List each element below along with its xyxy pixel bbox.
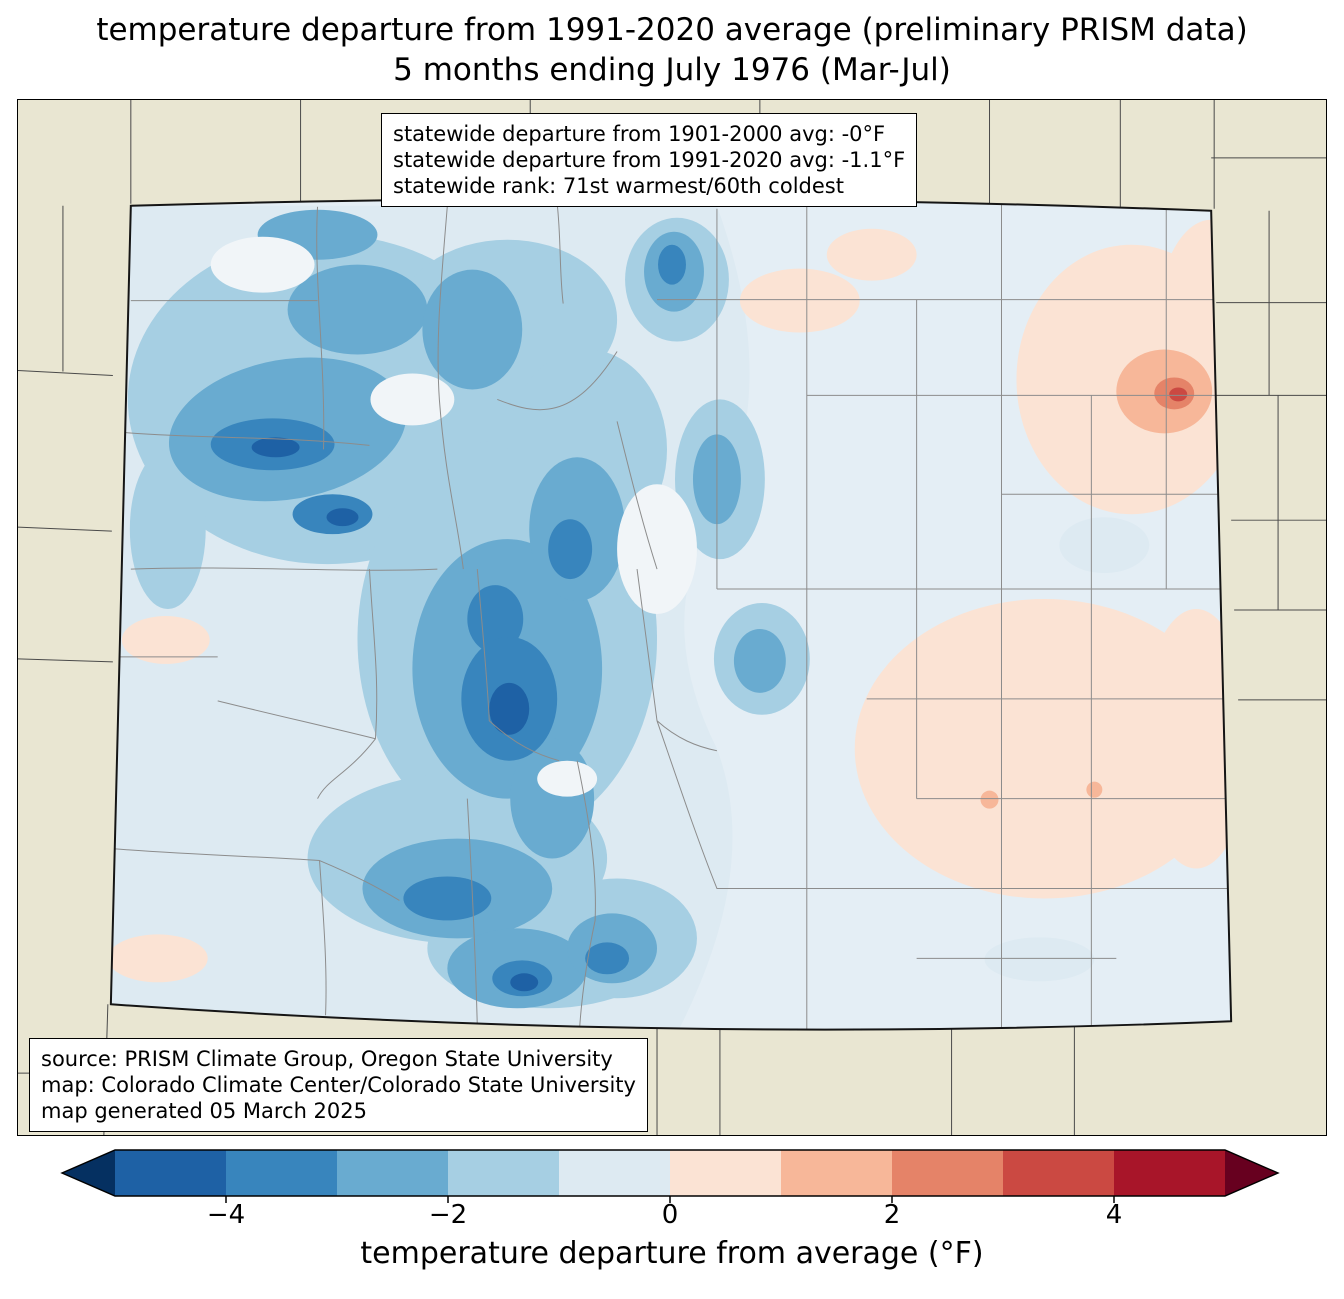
colorbar-right-arrow — [1225, 1150, 1278, 1196]
colorbar-tick-label: 4 — [1105, 1200, 1123, 1230]
colorbar-segment — [781, 1150, 893, 1196]
colorbar-segment — [670, 1150, 782, 1196]
stats-line-2: statewide departure from 1991-2020 avg: … — [393, 148, 906, 172]
source-line-2: map: Colorado Climate Center/Colorado St… — [41, 1073, 636, 1097]
source-line-1: source: PRISM Climate Group, Oregon Stat… — [41, 1047, 613, 1071]
colorbar-segment — [448, 1150, 560, 1196]
colorbar-segment — [337, 1150, 449, 1196]
title-line-2: 5 months ending July 1976 (Mar-Jul) — [393, 52, 951, 88]
county-boundaries — [110, 202, 1232, 1030]
colorbar-tick-label: −2 — [428, 1200, 468, 1230]
colorbar-segment — [892, 1150, 1004, 1196]
stats-line-1: statewide departure from 1901-2000 avg: … — [393, 122, 886, 146]
colorbar-tick-labels: −4 −2 0 2 4 — [0, 1200, 1344, 1234]
colorbar-axis-label: temperature departure from average (°F) — [360, 1236, 984, 1271]
temperature-anomaly-fills — [110, 205, 1232, 1030]
colorbar-segment — [1003, 1150, 1115, 1196]
source-attribution-box: source: PRISM Climate Group, Oregon Stat… — [29, 1038, 648, 1132]
colorbar-segment — [1114, 1150, 1226, 1196]
source-line-3: map generated 05 March 2025 — [41, 1099, 368, 1123]
figure-title: temperature departure from 1991-2020 ave… — [0, 10, 1344, 90]
colorbar-tick-label: 0 — [661, 1200, 679, 1230]
colorbar-outline — [60, 1149, 1280, 1197]
stats-line-3: statewide rank: 71st warmest/60th coldes… — [393, 174, 844, 198]
statewide-stats-box: statewide departure from 1901-2000 avg: … — [381, 113, 918, 207]
title-line-1: temperature departure from 1991-2020 ave… — [96, 12, 1248, 48]
colorbar-segment — [115, 1150, 227, 1196]
colorbar-tick-label: −4 — [206, 1200, 246, 1230]
colorbar — [60, 1149, 1280, 1203]
map-plot-area: statewide departure from 1901-2000 avg: … — [17, 99, 1327, 1136]
colorbar-segment — [559, 1150, 671, 1196]
colorbar-ticks — [225, 1196, 1115, 1203]
colorado-temperature-map — [18, 100, 1326, 1135]
colorbar-tick-label: 2 — [883, 1200, 901, 1230]
colorbar-segments — [115, 1150, 1226, 1196]
colorbar-segment — [226, 1150, 338, 1196]
colorbar-left-arrow — [62, 1150, 115, 1196]
